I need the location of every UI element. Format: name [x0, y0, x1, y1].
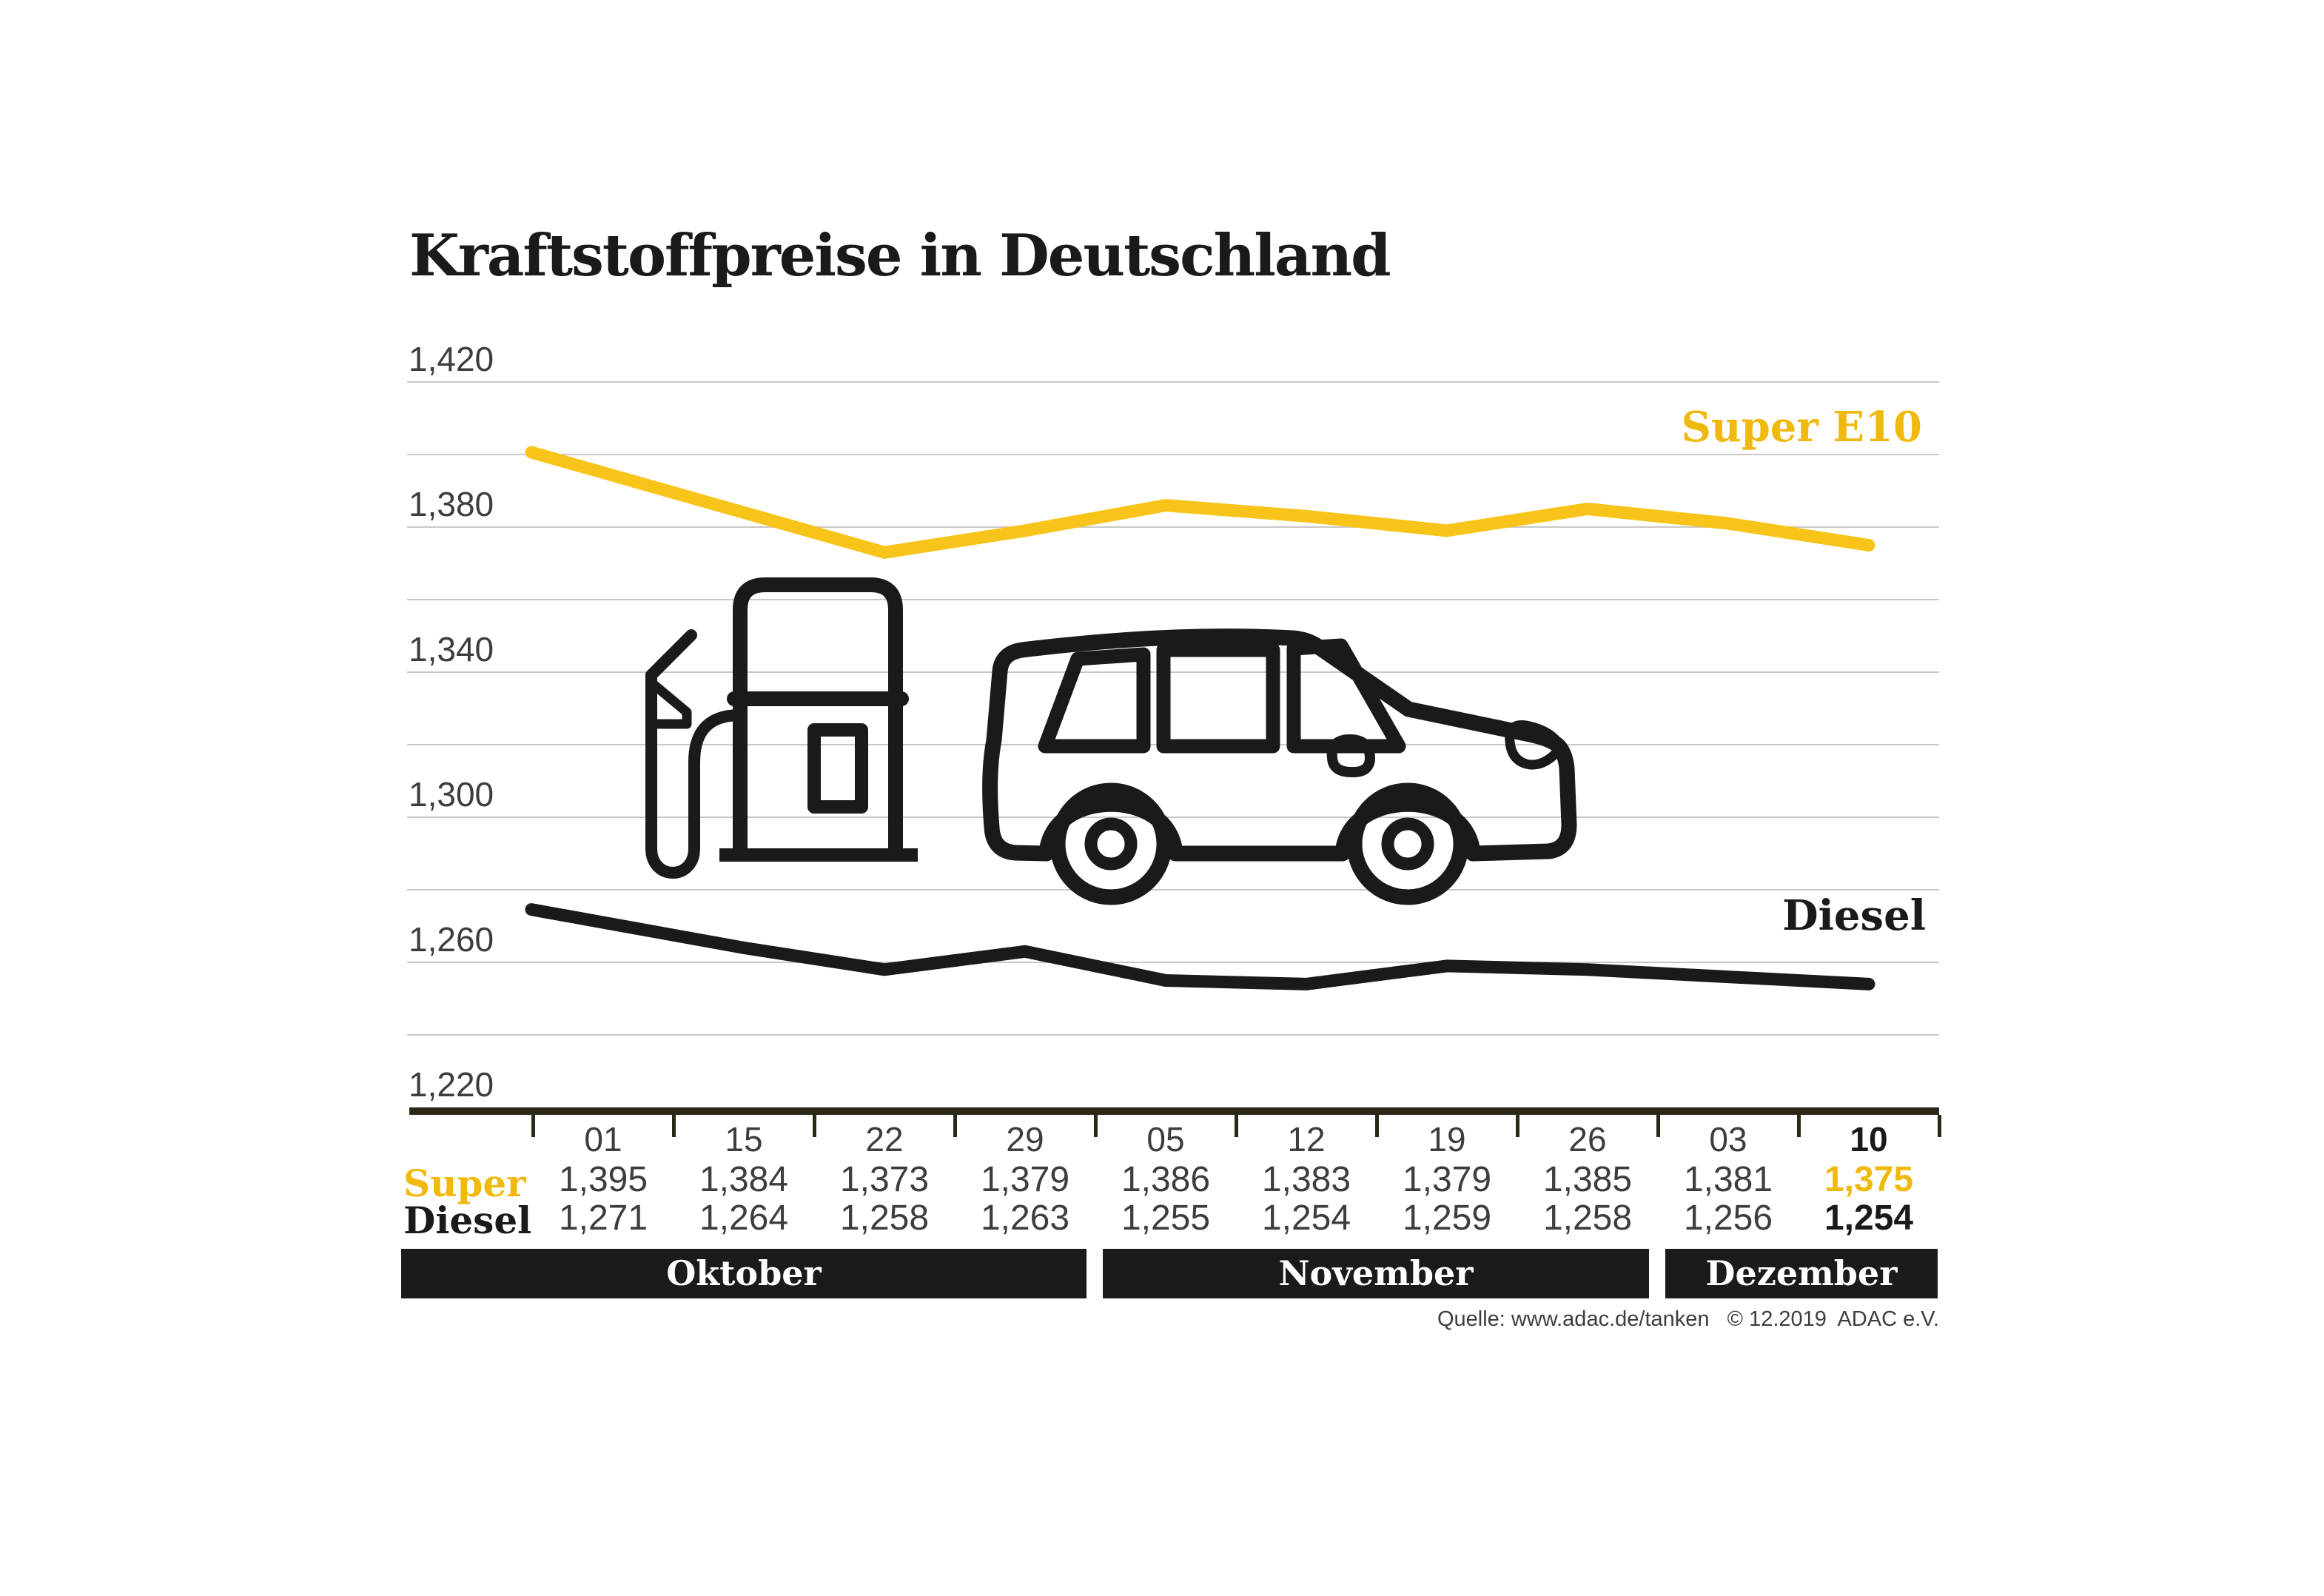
x-tick-label: 05 — [1146, 1120, 1185, 1159]
y-axis-label: 1,420 — [409, 340, 494, 378]
x-tick-label: 10 — [1850, 1120, 1888, 1159]
tick-mark — [672, 1115, 676, 1137]
y-axis-label: 1,340 — [409, 630, 494, 668]
tick-mark — [953, 1115, 957, 1137]
y-axis-label: 1,260 — [409, 920, 494, 959]
table-cell: 1,373 — [839, 1160, 930, 1199]
series-line-super-e10 — [525, 446, 1875, 559]
series-line-diesel — [525, 903, 1875, 990]
table-cell: 1,379 — [980, 1160, 1070, 1199]
car-icon — [982, 628, 1577, 905]
tick-mark — [1094, 1115, 1098, 1137]
x-tick-label: 03 — [1709, 1120, 1747, 1159]
table-cell: 1,383 — [1261, 1160, 1351, 1199]
tick-mark — [1235, 1115, 1238, 1137]
tick-mark — [1938, 1115, 1941, 1137]
x-tick-label: 29 — [1006, 1120, 1044, 1159]
x-tick-label: 19 — [1428, 1120, 1466, 1159]
tick-mark — [1797, 1115, 1801, 1137]
table-cell: 1,386 — [1121, 1160, 1211, 1199]
month-band-oktober: Oktober — [401, 1249, 1087, 1298]
month-band-november: November — [1103, 1249, 1649, 1298]
table-cell: 1,254 — [1824, 1198, 1914, 1238]
x-tick-label: 15 — [725, 1120, 763, 1159]
table-row-label-diesel: Diesel — [403, 1198, 532, 1242]
x-axis-line — [409, 1107, 1939, 1115]
table-cell: 1,381 — [1683, 1160, 1773, 1199]
tick-mark — [1516, 1115, 1519, 1137]
y-axis-label: 1,380 — [409, 485, 494, 523]
month-band-dezember: Dezember — [1665, 1249, 1938, 1298]
table-cell: 1,271 — [558, 1198, 648, 1238]
page-title: Kraftstoffpreise in Deutschland — [409, 222, 1391, 289]
table-cell: 1,258 — [839, 1198, 930, 1238]
table-cell: 1,385 — [1542, 1160, 1633, 1199]
table-row-super: 1,395 1,384 1,373 1,379 1,386 1,383 1,37… — [533, 1159, 1939, 1201]
source-note: Quelle: www.adac.de/tanken © 12.2019 ADA… — [1437, 1307, 1939, 1331]
table-cell: 1,395 — [558, 1160, 648, 1199]
x-axis-tick-labels: 01 15 22 29 05 12 19 26 03 10 — [533, 1119, 1939, 1159]
table-cell: 1,258 — [1542, 1198, 1633, 1238]
x-tick-label: 26 — [1568, 1120, 1607, 1159]
table-cell: 1,379 — [1402, 1160, 1492, 1199]
table-cell: 1,384 — [699, 1160, 789, 1199]
table-row-label-super: Super — [403, 1161, 526, 1205]
table-cell: 1,264 — [699, 1198, 789, 1238]
table-cell: 1,256 — [1683, 1198, 1773, 1238]
x-tick-label: 01 — [584, 1120, 622, 1159]
y-axis-label: 1,220 — [409, 1065, 494, 1104]
tick-mark — [1656, 1115, 1660, 1137]
table-cell: 1,263 — [980, 1198, 1070, 1238]
x-tick-label: 22 — [865, 1120, 904, 1159]
table-cell: 1,254 — [1261, 1198, 1351, 1238]
fuel-pump-icon — [645, 577, 918, 879]
table-cell: 1,375 — [1824, 1160, 1914, 1199]
tick-mark — [813, 1115, 816, 1137]
table-row-diesel: 1,271 1,264 1,258 1,263 1,255 1,254 1,25… — [533, 1198, 1939, 1239]
y-axis-label: 1,300 — [409, 775, 494, 814]
series-label-diesel: Diesel — [1782, 891, 1926, 940]
series-label-super-e10: Super E10 — [1681, 403, 1922, 452]
table-cell: 1,259 — [1402, 1198, 1492, 1238]
x-tick-label: 12 — [1287, 1120, 1326, 1159]
tick-mark — [531, 1115, 535, 1137]
tick-mark — [1375, 1115, 1379, 1137]
table-cell: 1,255 — [1121, 1198, 1211, 1238]
